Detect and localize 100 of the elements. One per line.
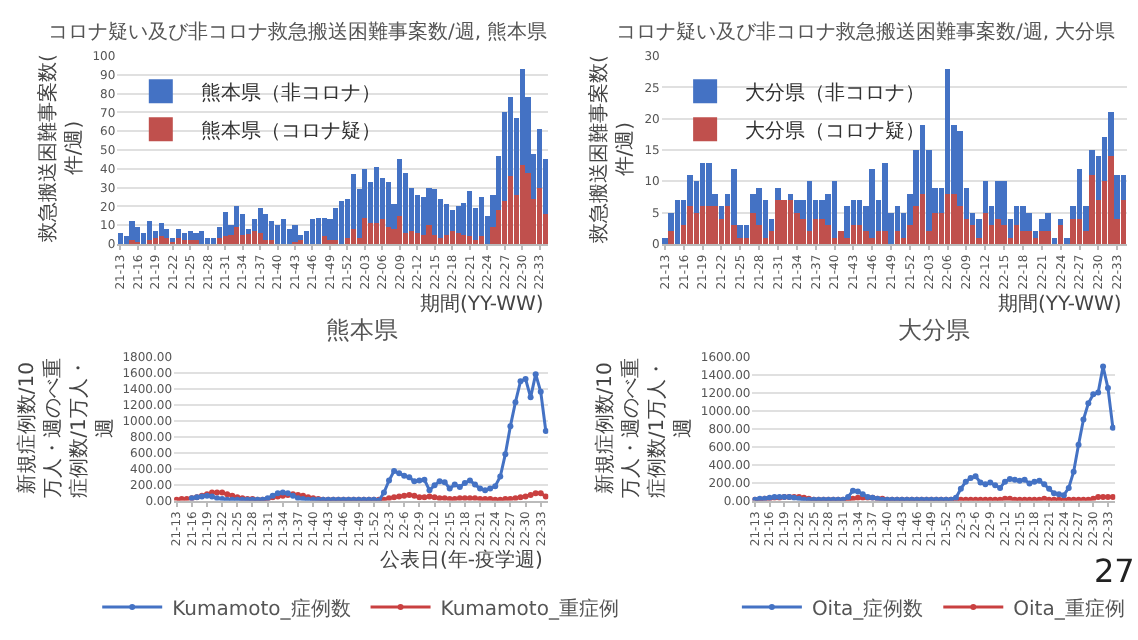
bar [800, 218, 806, 244]
bar [724, 206, 731, 244]
bar [995, 218, 1001, 244]
bar [737, 225, 744, 238]
bar [373, 166, 380, 224]
bar [455, 232, 461, 244]
bar [699, 206, 706, 244]
bar [1108, 156, 1114, 244]
bar [932, 212, 938, 244]
bar [443, 234, 449, 244]
bar [438, 238, 444, 244]
bar [164, 228, 170, 239]
bar [205, 238, 211, 244]
bar [309, 219, 316, 244]
bar [175, 228, 182, 239]
bar [537, 187, 543, 244]
bar [216, 238, 222, 244]
bar [408, 230, 415, 244]
chart-title: コロナ疑い及び非コロナ救急搬送困難事案数/週, 熊本県 [48, 20, 548, 44]
bar [315, 217, 321, 244]
bar [467, 191, 473, 237]
bar [1039, 218, 1045, 232]
bar [478, 196, 484, 237]
bar [1013, 225, 1020, 244]
bar [825, 225, 831, 244]
bar [292, 225, 298, 242]
bar [819, 218, 825, 244]
bar [362, 217, 368, 244]
bar [193, 232, 199, 241]
bar [687, 206, 693, 244]
legend-label: Kumamoto_症例数 [172, 596, 351, 621]
bar [426, 225, 432, 244]
bar [519, 165, 525, 244]
bar [339, 200, 345, 244]
bar [775, 200, 781, 244]
bar [443, 204, 449, 235]
bar [333, 208, 339, 241]
bar [222, 236, 228, 244]
bar [158, 223, 164, 237]
bar [146, 221, 152, 241]
bar [1057, 225, 1064, 244]
bar [432, 189, 438, 235]
bar [850, 225, 857, 244]
bar [240, 234, 246, 244]
bar [379, 219, 385, 244]
bar [129, 221, 135, 241]
bar [869, 237, 875, 244]
bar [455, 206, 461, 233]
bar [414, 232, 420, 244]
bar [875, 231, 882, 244]
bar [995, 181, 1001, 219]
bar [794, 200, 800, 213]
bar [1089, 175, 1095, 244]
x-axis-title: 期間(YY-WW) [998, 292, 1122, 316]
bar [1120, 200, 1127, 244]
legend-label: Oita_重症例 [1013, 596, 1125, 621]
bar [274, 225, 281, 244]
bar [1045, 231, 1051, 244]
bar [269, 221, 275, 241]
bar [718, 206, 725, 219]
bar [812, 218, 819, 244]
bar [844, 206, 850, 238]
x-axis-title: 期間(YY-WW) [420, 292, 544, 316]
bar [234, 226, 240, 244]
y-axis-title: 救急搬送困難事案数(件/週) [36, 53, 87, 244]
bar [1114, 175, 1120, 219]
bar [674, 200, 681, 244]
legend-label: Kumamoto_重症例 [440, 596, 619, 621]
bar [414, 195, 420, 233]
bar [919, 193, 926, 244]
bar [397, 215, 403, 244]
y-axis-title: 救急搬送困難事案数(件/週) [587, 55, 638, 246]
bar [187, 230, 193, 241]
bar [449, 230, 455, 244]
bar [373, 223, 380, 244]
bar [1020, 231, 1026, 244]
bar [263, 213, 269, 241]
bar [1070, 218, 1077, 244]
bar [385, 226, 391, 244]
bar [152, 238, 158, 244]
bar [706, 162, 712, 207]
bar [525, 172, 531, 244]
x-axis-title: 公表日(年-疫学週) [380, 548, 544, 572]
chart-title: コロナ疑い及び非コロナ救急搬送困難事案数/週, 大分県 [616, 20, 1116, 44]
bar [368, 223, 374, 244]
y-axis-title: 新規症例数/10万人・週のべ重症例数/1万人・週 [14, 358, 117, 499]
legend-label: 熊本県（非コロナ） [200, 81, 381, 106]
bar [461, 234, 467, 244]
bar [181, 232, 187, 241]
bar [894, 231, 901, 244]
text: 27 [1094, 552, 1135, 590]
y-axis-title: 新規症例数/10万人・週のべ重症例数/1万人・週 [593, 358, 696, 499]
bar [1032, 231, 1039, 238]
bar [856, 225, 863, 244]
chart-title: 大分県 [898, 316, 970, 344]
bar [775, 187, 781, 201]
bar [863, 231, 869, 244]
bar [969, 225, 976, 244]
bar [251, 230, 257, 244]
bar [135, 226, 141, 242]
